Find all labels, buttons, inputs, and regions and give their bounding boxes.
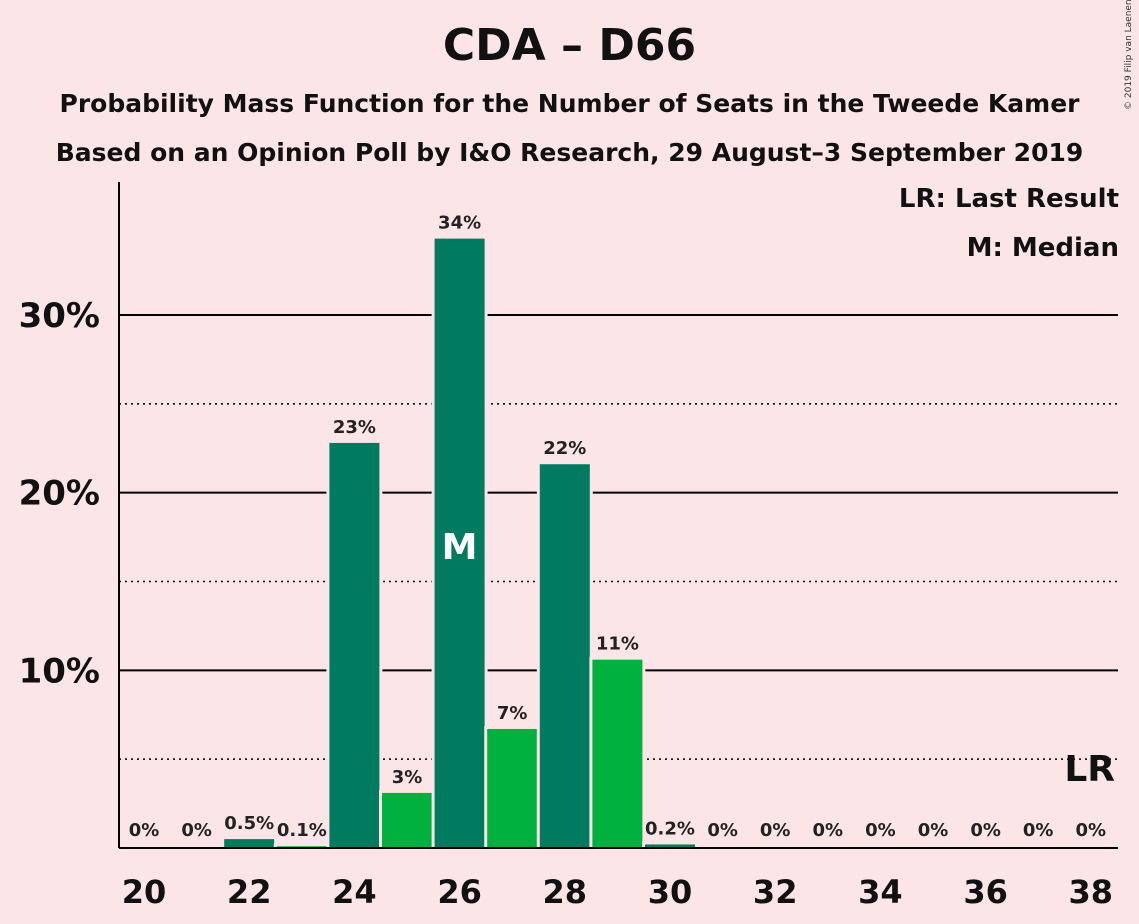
bar-value-label: 3%: [392, 767, 423, 788]
bar-value-label: 7%: [497, 703, 528, 724]
chart-subtitle-1: Probability Mass Function for the Number…: [59, 89, 1080, 118]
last-result-marker: LR: [1064, 749, 1115, 790]
x-tick-label: 24: [332, 873, 377, 911]
bar-value-label: 11%: [596, 634, 639, 655]
bar: [382, 792, 432, 848]
bar-value-label: 0%: [1076, 820, 1107, 841]
bar-value-label: 0%: [760, 820, 791, 841]
x-tick-label: 26: [437, 873, 482, 911]
y-tick-label: 20%: [19, 474, 100, 514]
chart-title: CDA – D66: [442, 20, 697, 71]
bar-value-label: 0%: [970, 820, 1001, 841]
bar-value-label: 0%: [707, 820, 738, 841]
x-tick-label: 34: [858, 873, 903, 911]
y-tick-label: 10%: [19, 651, 100, 691]
bar-value-label: 22%: [543, 438, 586, 459]
bar-value-label: 0.2%: [645, 818, 695, 839]
x-tick-label: 22: [227, 873, 272, 911]
bar-value-label: 34%: [438, 213, 481, 234]
x-tick-label: 30: [648, 873, 693, 911]
bar-value-label: 0%: [129, 820, 160, 841]
bar-value-label: 0.1%: [277, 820, 327, 841]
legend-median: M: Median: [966, 233, 1119, 263]
bar-value-label: 0.5%: [224, 813, 274, 834]
bar-value-label: 0%: [865, 820, 896, 841]
x-tick-label: 36: [963, 873, 1008, 911]
bar: [592, 659, 643, 848]
x-tick-label: 38: [1069, 873, 1114, 911]
bar-value-label: 0%: [1023, 820, 1054, 841]
bar-halo: [273, 843, 330, 848]
bar: [434, 238, 485, 848]
bar: [539, 464, 590, 848]
labels: 0% 0% 0.5% 0.1% 23% 3% 34% 7% 22% 11% 0.2% 0% 0% 0% 0%…: [129, 213, 1115, 842]
bar: [329, 442, 380, 848]
x-tick-label: 20: [122, 873, 167, 911]
x-tick-label: 32: [753, 873, 798, 911]
bar-value-label: 0%: [813, 820, 844, 841]
legend-last-result: LR: Last Result: [898, 184, 1119, 214]
bar: [224, 839, 275, 848]
axes: 10% 20% 30% 20 22 24 26 28 30 32 34 36 38: [19, 182, 1118, 911]
x-tick-label: 28: [543, 873, 588, 911]
bar: [487, 728, 538, 848]
bars: [221, 235, 698, 848]
bar-value-label: 0%: [918, 820, 949, 841]
chart-subtitle-2: Based on an Opinion Poll by I&O Research…: [55, 138, 1084, 167]
bar-value-label: 23%: [333, 417, 376, 438]
bar: [645, 844, 695, 848]
y-tick-label: 30%: [19, 296, 100, 336]
median-marker: M: [442, 527, 478, 568]
bar-value-label: 0%: [181, 820, 212, 841]
